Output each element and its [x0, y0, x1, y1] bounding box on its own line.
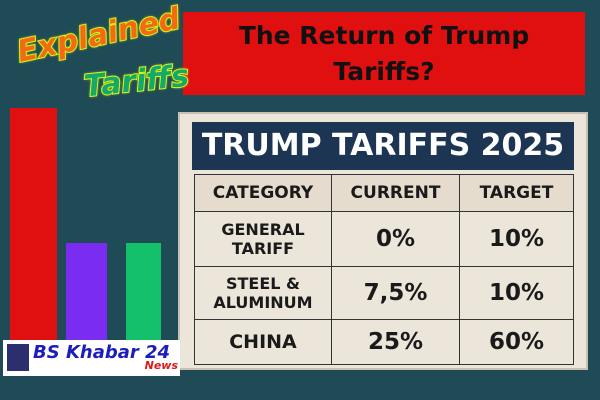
tariffs-label: Tariffs	[81, 58, 191, 106]
category-cell: STEEL & ALUMINUM	[194, 266, 332, 320]
tariff-table: CATEGORY CURRENT TARGET GENERAL TARIFF 0%…	[194, 174, 574, 365]
panel-heading: TRUMP TARIFFS 2025	[192, 122, 574, 170]
table-row: STEEL & ALUMINUM 7,5% 10%	[194, 266, 574, 320]
logo-icon	[7, 344, 29, 371]
target-cell: 10%	[459, 266, 574, 320]
current-cell: 25%	[331, 319, 460, 365]
target-cell: 10%	[459, 211, 574, 267]
decor-bar-green	[126, 243, 161, 340]
target-cell: 60%	[459, 319, 574, 365]
category-line: GENERAL	[221, 220, 305, 239]
category-cell: GENERAL TARIFF	[194, 211, 332, 267]
category-cell: CHINA	[194, 319, 332, 365]
title-line-2: Tariffs?	[333, 57, 435, 86]
brand-logo: BS Khabar 24 News	[3, 340, 180, 376]
tariff-panel: TRUMP TARIFFS 2025 CATEGORY CURRENT TARG…	[178, 112, 588, 370]
column-header: CURRENT	[331, 174, 460, 212]
current-cell: 0%	[331, 211, 460, 267]
title-box: The Return of Trump Tariffs?	[183, 12, 585, 95]
current-cell: 7,5%	[331, 266, 460, 320]
logo-sub: News	[144, 359, 178, 372]
column-header: TARGET	[459, 174, 574, 212]
table-row: GENERAL TARIFF 0% 10%	[194, 211, 574, 267]
title-line-1: The Return of Trump	[238, 21, 530, 50]
category-line: TARIFF	[231, 239, 295, 258]
category-line: STEEL &	[225, 274, 300, 293]
decor-bar-red	[10, 108, 57, 340]
logo-name: BS Khabar 24	[33, 342, 171, 363]
decor-bar-purple	[66, 243, 107, 340]
table-row: CHINA 25% 60%	[194, 319, 574, 365]
table-header-row: CATEGORY CURRENT TARGET	[194, 174, 574, 212]
column-header: CATEGORY	[194, 174, 332, 212]
explained-label: Explained	[13, 0, 184, 71]
category-line: ALUMINUM	[213, 293, 313, 312]
